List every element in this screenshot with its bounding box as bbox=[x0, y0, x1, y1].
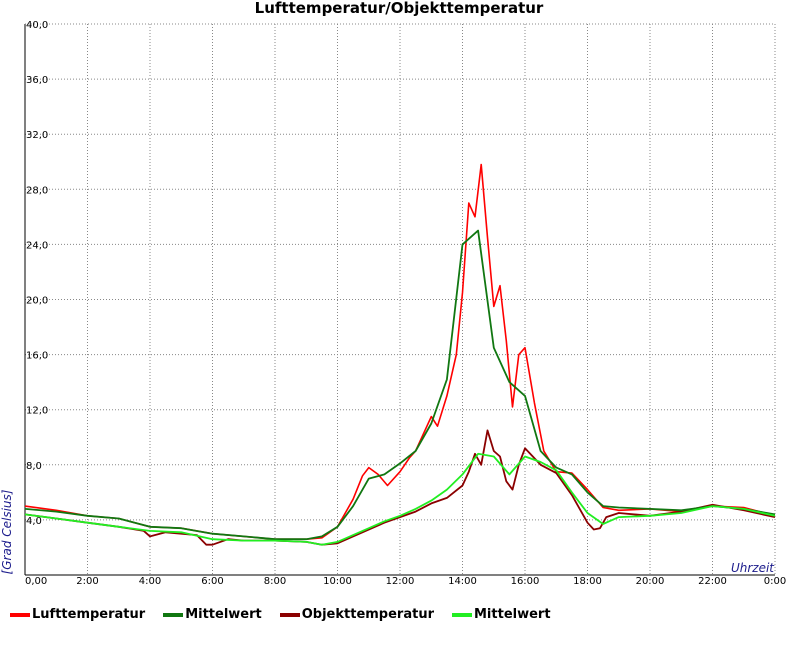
legend-item: Mittelwert bbox=[452, 607, 551, 622]
x-tick-label: 22:00 bbox=[698, 576, 727, 587]
x-tick-label: 10:00 bbox=[323, 576, 352, 587]
x-tick-label: 0,00 bbox=[25, 576, 47, 587]
y-tick-label: 36,0 bbox=[26, 75, 48, 86]
legend-item: Mittelwert bbox=[163, 607, 262, 622]
grid bbox=[25, 24, 775, 575]
x-tick-label: 18:00 bbox=[573, 576, 602, 587]
y-tick-label: 20,0 bbox=[26, 296, 48, 307]
y-tick-label: 28,0 bbox=[26, 185, 48, 196]
chart: Lufttemperatur/Objekttemperatur 0,00 2:00… bbox=[0, 0, 786, 587]
chart-title: Lufttemperatur/Objekttemperatur bbox=[255, 0, 544, 17]
y-tick-label: 24,0 bbox=[26, 240, 48, 251]
legend-item: Objekttemperatur bbox=[279, 607, 434, 622]
legend-label: Mittelwert bbox=[474, 607, 551, 622]
x-tick-label: 6:00 bbox=[201, 576, 223, 587]
x-tick-label: 4:00 bbox=[139, 576, 161, 587]
x-tick-label: 20:00 bbox=[636, 576, 665, 587]
y-tick-label: 8,0 bbox=[26, 461, 42, 472]
legend-swatch bbox=[163, 612, 184, 617]
x-tick-label: 8:00 bbox=[264, 576, 286, 587]
legend-swatch bbox=[10, 612, 30, 617]
x-tick-label: 16:00 bbox=[511, 576, 540, 587]
legend-swatch bbox=[279, 612, 300, 617]
legend-swatch bbox=[452, 612, 472, 617]
x-tick-label: 0:00 bbox=[764, 576, 786, 587]
y-tick-label: 4,0 bbox=[26, 516, 42, 527]
tick-labels: 0,00 2:00 4:00 6:00 8:00 10:00 12:00 14:00 16:00… bbox=[25, 20, 786, 587]
legend-label: Mittelwert bbox=[185, 607, 262, 622]
y-tick-label: 16,0 bbox=[26, 351, 48, 362]
series-line-mittelwert-3 bbox=[24, 452, 776, 546]
x-tick-label: 2:00 bbox=[76, 576, 98, 587]
y-tick-label: 32,0 bbox=[26, 130, 48, 141]
legend-label: Objekttemperatur bbox=[301, 607, 434, 622]
y-axis-label: [Grad Celsius] bbox=[0, 489, 14, 574]
x-axis-label: Uhrzeit bbox=[731, 561, 775, 575]
series-line-mittelwert-1 bbox=[24, 229, 776, 541]
x-tick-label: 14:00 bbox=[448, 576, 477, 587]
legend-item: Lufttemperatur bbox=[10, 607, 145, 622]
legend: Lufttemperatur Mittelwert Objekttemperatur… bbox=[10, 607, 569, 622]
x-tick-label: 12:00 bbox=[386, 576, 415, 587]
y-tick-label: 12,0 bbox=[26, 406, 48, 417]
series-group bbox=[24, 163, 776, 546]
axes bbox=[24, 23, 776, 576]
y-tick-label: 40,0 bbox=[26, 20, 48, 31]
legend-label: Lufttemperatur bbox=[32, 607, 146, 622]
